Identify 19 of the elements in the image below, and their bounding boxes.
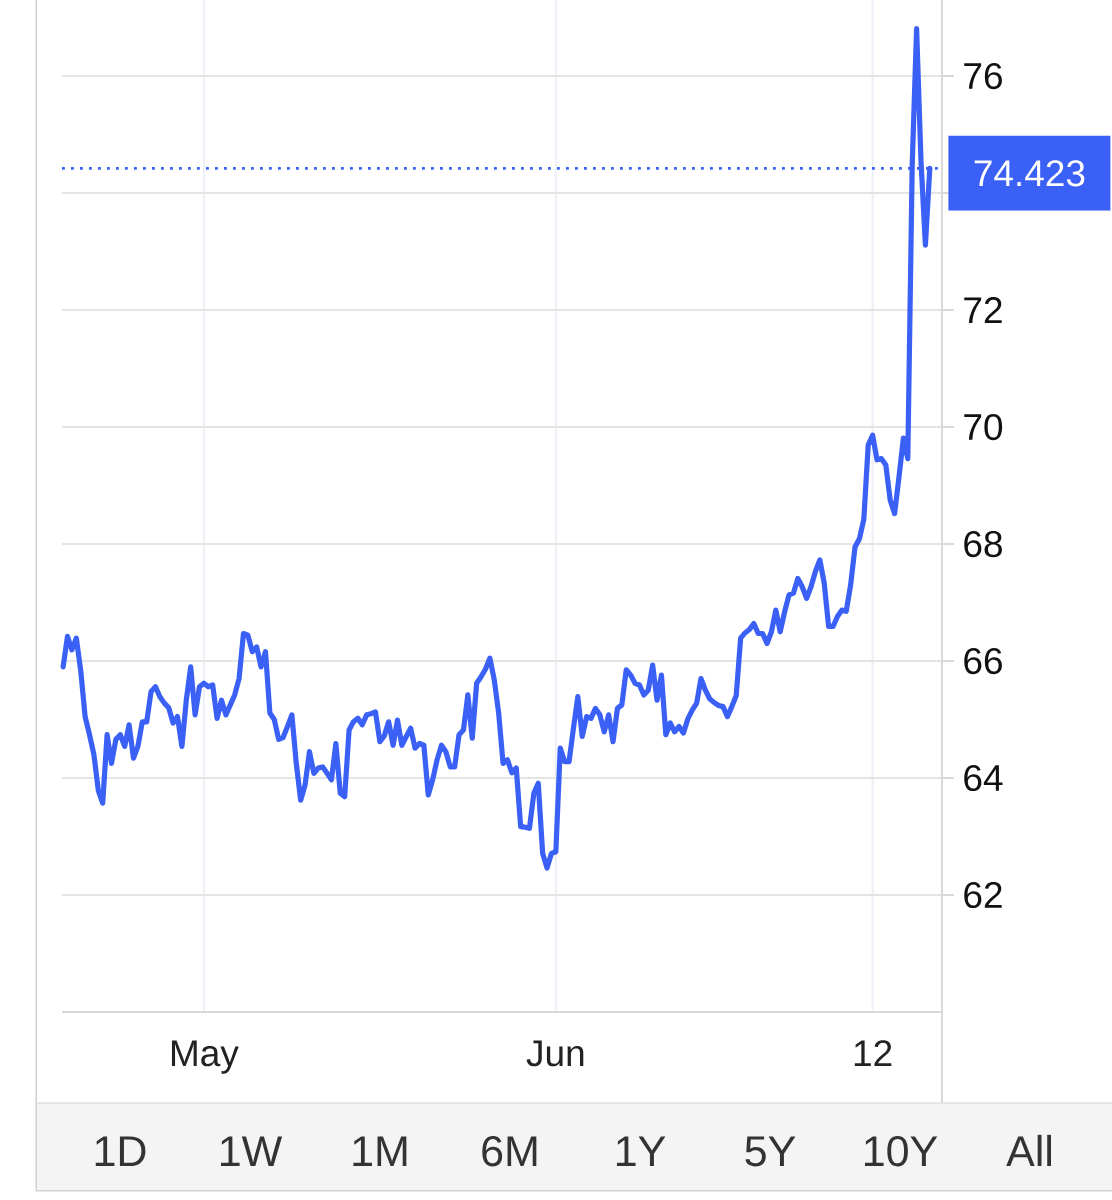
y-tick-label: 72 <box>964 297 1002 323</box>
text: 6M <box>482 1135 537 1167</box>
text: 1Y <box>616 1136 666 1166</box>
text: 1W <box>221 1136 283 1166</box>
text: 1D <box>95 1136 146 1166</box>
text: 10Y <box>865 1135 938 1167</box>
y-tick-label: 68 <box>964 530 1002 558</box>
x-tick-label: Jun <box>526 1040 584 1067</box>
text: 5Y <box>745 1136 796 1167</box>
y-tick-label: 62 <box>964 881 1002 909</box>
y-tick-label: 70 <box>964 413 1003 441</box>
x-tick-label: 12 <box>854 1040 892 1066</box>
y-tick-label: 66 <box>964 647 1002 675</box>
text: All <box>1006 1134 1052 1166</box>
x-tick-label: May <box>171 1040 239 1074</box>
ref-line-label: 74.423 <box>974 160 1085 187</box>
text: 1M <box>353 1136 407 1166</box>
y-tick-label: 76 <box>964 62 1002 90</box>
y-tick-label: 64 <box>964 764 1003 792</box>
